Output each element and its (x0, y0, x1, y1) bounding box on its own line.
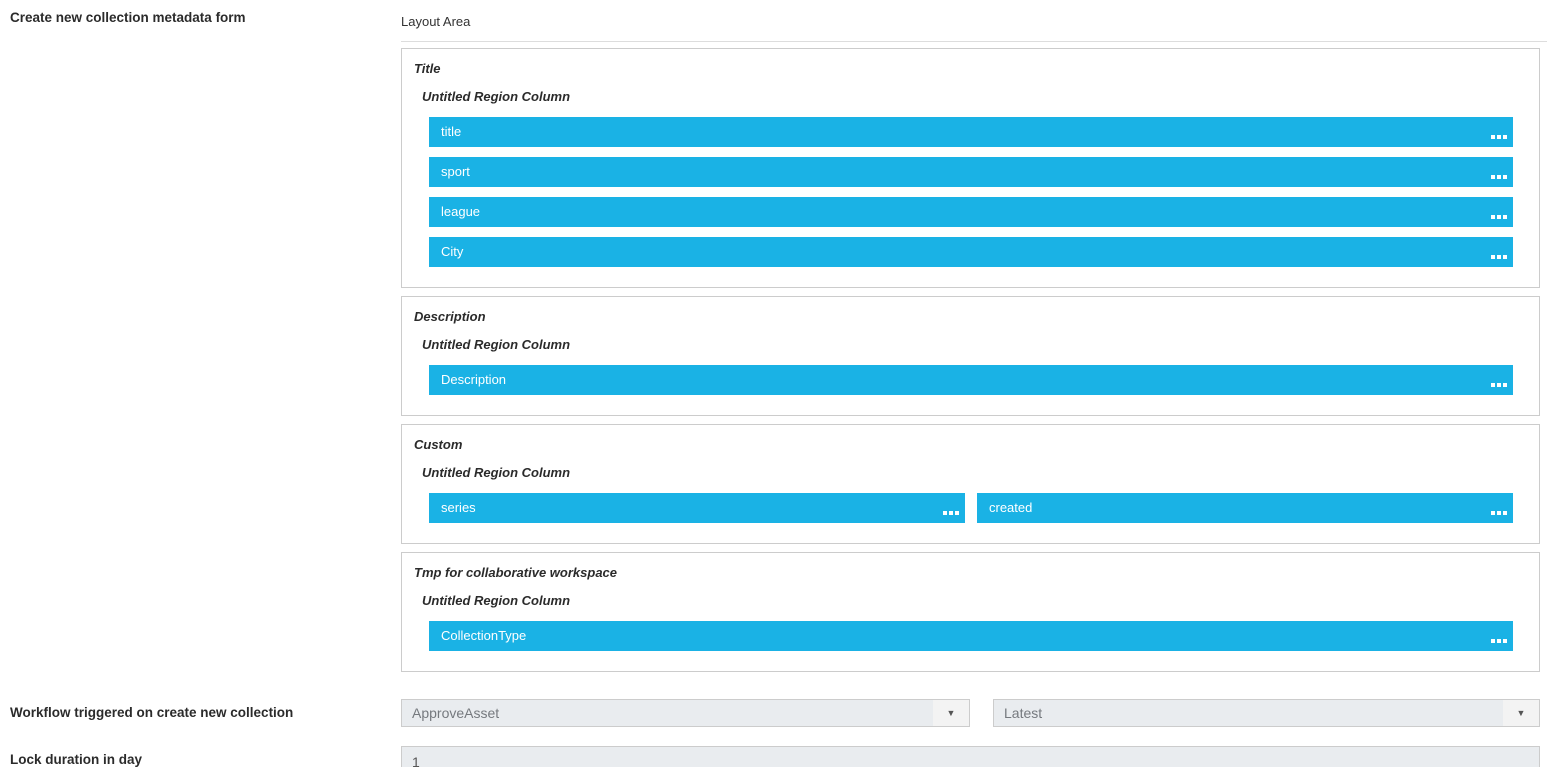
lock-duration-input[interactable] (401, 746, 1540, 767)
workflow-trigger-label: Workflow triggered on create new collect… (10, 705, 294, 720)
field-description[interactable]: Description (429, 365, 1513, 395)
field-row: series created (429, 493, 1513, 523)
region-column-label: Untitled Region Column (422, 593, 571, 608)
region-column: Untitled Region Column series created (422, 465, 1529, 523)
ellipsis-icon[interactable] (1491, 175, 1495, 179)
region-column: Untitled Region Column Description (422, 337, 1529, 395)
workflow-select[interactable]: ApproveAsset ▼ (401, 699, 970, 727)
field-label: sport (441, 164, 470, 179)
ellipsis-icon[interactable] (1491, 639, 1495, 643)
field-sport[interactable]: sport (429, 157, 1513, 187)
layout-area-title: Layout Area (401, 14, 471, 29)
region-custom: Custom Untitled Region Column series cre… (401, 424, 1540, 544)
field-created[interactable]: created (977, 493, 1513, 523)
region-title-label: Custom (414, 437, 463, 452)
region-column-label: Untitled Region Column (422, 465, 571, 480)
field-label: Description (441, 372, 507, 387)
field-title[interactable]: title (429, 117, 1513, 147)
field-league[interactable]: league (429, 197, 1513, 227)
region-column: Untitled Region Column title sport leagu… (422, 89, 1529, 267)
field-series[interactable]: series (429, 493, 965, 523)
workflow-selects-row: ApproveAsset ▼ Latest ▼ (401, 699, 1547, 727)
lock-duration-row (401, 746, 1547, 767)
region-title-label: Tmp for collaborative workspace (414, 565, 618, 580)
region-title: Title Untitled Region Column title sport… (401, 48, 1540, 288)
region-title-label: Title (414, 61, 441, 76)
field-label: City (441, 244, 464, 259)
field-label: CollectionType (441, 628, 527, 643)
ellipsis-icon[interactable] (1491, 135, 1495, 139)
ellipsis-icon[interactable] (1491, 511, 1495, 515)
field-city[interactable]: City (429, 237, 1513, 267)
ellipsis-icon[interactable] (1491, 215, 1495, 219)
field-list: CollectionType (429, 621, 1513, 651)
workflow-version-select[interactable]: Latest ▼ (993, 699, 1540, 727)
form-section-label: Create new collection metadata form (10, 10, 246, 25)
field-list: Description (429, 365, 1513, 395)
field-label: series (441, 500, 476, 515)
ellipsis-icon[interactable] (1491, 383, 1495, 387)
chevron-down-icon: ▼ (1503, 700, 1539, 726)
field-label: created (989, 500, 1033, 515)
region-tmp-collaborative-workspace: Tmp for collaborative workspace Untitled… (401, 552, 1540, 672)
ellipsis-icon[interactable] (1491, 255, 1495, 259)
ellipsis-icon[interactable] (943, 511, 947, 515)
field-collection-type[interactable]: CollectionType (429, 621, 1513, 651)
field-list: series created (429, 493, 1513, 523)
layout-area-divider (401, 41, 1547, 42)
region-description: Description Untitled Region Column Descr… (401, 296, 1540, 416)
region-title-label: Description (414, 309, 486, 324)
region-column: Untitled Region Column CollectionType (422, 593, 1529, 651)
lock-duration-label: Lock duration in day (10, 752, 143, 767)
layout-area: Layout Area Title Untitled Region Column… (401, 0, 1547, 680)
chevron-down-icon: ▼ (933, 700, 969, 726)
field-list: title sport league City (429, 117, 1513, 267)
workflow-select-value: ApproveAsset (412, 705, 500, 721)
region-column-label: Untitled Region Column (422, 337, 571, 352)
workflow-version-select-value: Latest (1004, 705, 1043, 721)
field-label: league (441, 204, 481, 219)
field-label: title (441, 124, 462, 139)
region-column-label: Untitled Region Column (422, 89, 571, 104)
